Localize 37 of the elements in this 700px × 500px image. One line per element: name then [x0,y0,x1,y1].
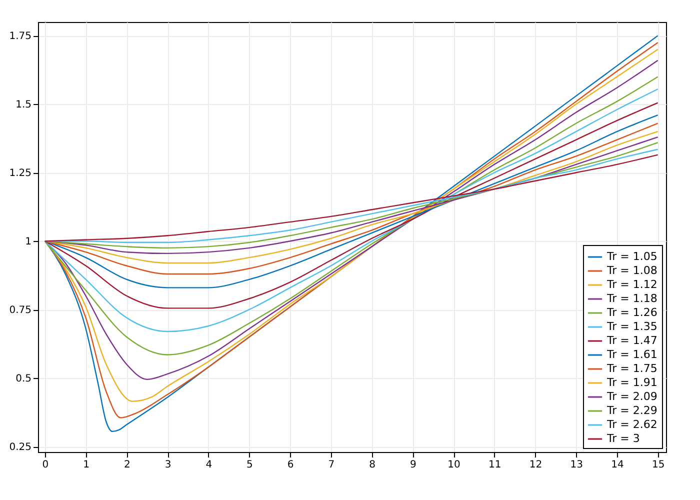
x-tick-label: 14 [611,460,624,470]
x-tick-label: 13 [570,460,583,470]
legend-label: Tr = 2.62 [606,418,658,431]
legend-label: Tr = 2.09 [606,390,658,403]
x-tick-label: 12 [529,460,542,470]
x-tick-label: 6 [287,460,294,470]
x-tick-label: 4 [206,460,212,470]
legend-label: Tr = 1.18 [606,292,658,305]
legend-label: Tr = 1.08 [606,264,658,277]
y-tick-label: 0.25 [9,442,32,454]
y-tick-label: 0.75 [9,305,32,316]
x-tick-label: 9 [410,460,416,470]
x-tick-label: 15 [652,460,665,470]
y-tick-label: 1.5 [16,100,32,111]
y-tick-label: 1 [25,236,32,248]
x-tick-label: 3 [164,460,172,470]
y-tick-label: 1.75 [9,31,32,42]
legend-label: Tr = 1.61 [606,348,658,361]
x-tick-label: 10 [448,460,460,470]
y-tick-label: 1.25 [9,168,32,180]
x-tick-label: 1 [83,460,90,470]
legend-label: Tr = 2.29 [606,404,658,417]
x-tick-label: 7 [328,460,335,470]
legend-label: Tr = 1.75 [606,362,658,375]
legend-label: Tr = 1.12 [606,278,658,291]
legend-label: Tr = 1.47 [606,334,658,347]
x-tick-label: 0 [42,460,49,470]
legend-label: Tr = 3 [606,432,640,445]
x-tick-label: 8 [369,460,376,470]
legend-label: Tr = 1.26 [606,306,658,319]
legend-label: Tr = 1.35 [606,320,658,333]
legend-label: Tr = 1.05 [606,250,658,263]
x-tick-label: 11 [488,460,502,470]
x-tick-label: 5 [246,460,253,470]
legend-label: Tr = 1.91 [606,376,658,389]
x-tick-label: 2 [124,460,130,470]
y-tick-label: 0.5 [16,374,32,385]
